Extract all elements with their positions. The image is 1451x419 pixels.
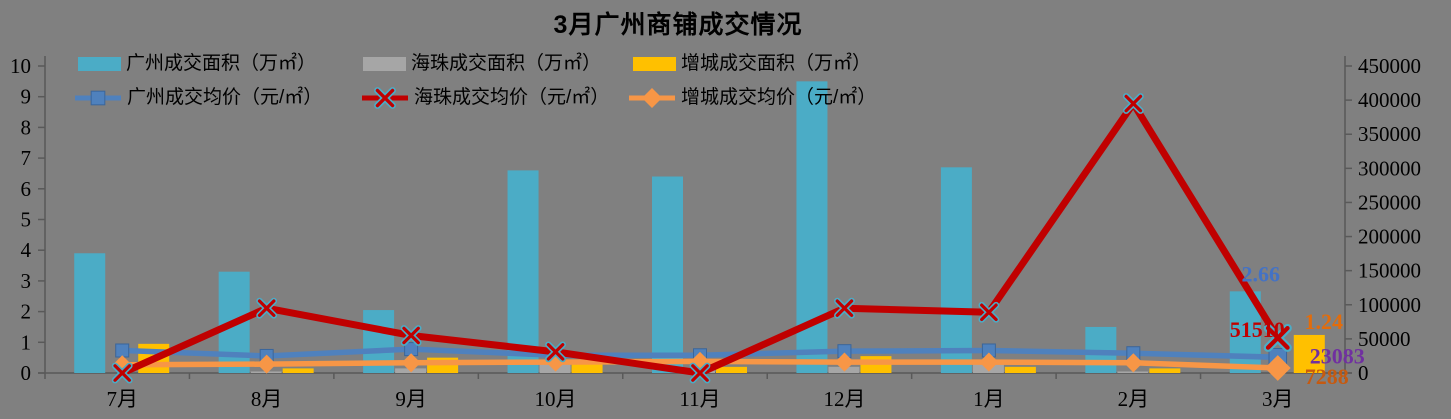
svg-text:11月: 11月 <box>679 387 720 411</box>
legend-bar-swatch-icon <box>633 57 676 71</box>
data-label-guangzhou-area: 2.66 <box>1242 261 1281 286</box>
data-label-zengcheng-price: 7288 <box>1305 364 1349 389</box>
svg-text:1: 1 <box>21 330 32 354</box>
svg-text:5: 5 <box>21 208 32 232</box>
svg-text:2月: 2月 <box>1118 387 1150 411</box>
legend-label: 海珠成交均价（元/㎡） <box>414 87 610 108</box>
svg-text:10月: 10月 <box>535 387 577 411</box>
legend-line-marker-icon <box>361 87 409 109</box>
legend-label: 海珠成交面积（万㎡） <box>411 53 602 74</box>
svg-text:50000: 50000 <box>1358 327 1411 351</box>
svg-text:350000: 350000 <box>1358 122 1421 146</box>
legend-line-marker-icon <box>74 87 122 109</box>
svg-text:450000: 450000 <box>1358 54 1421 78</box>
legend-label: 增城成交均价（元/㎡） <box>681 87 877 108</box>
legend-item-zengcheng-price: 增城成交均价（元/㎡） <box>628 86 876 110</box>
svg-text:3月: 3月 <box>1262 387 1294 411</box>
legend-bar-swatch-icon <box>363 57 406 71</box>
svg-text:7月: 7月 <box>106 387 138 411</box>
svg-text:9: 9 <box>21 85 32 109</box>
x-axis-labels: 7月 8月 9月 10月 11月 12月 1月 2月 3月 <box>106 387 1293 411</box>
svg-text:12月: 12月 <box>823 387 865 411</box>
svg-text:300000: 300000 <box>1358 156 1421 180</box>
legend-item-zengcheng-area: 增城成交面积（万㎡） <box>633 52 871 76</box>
line-haizhu-price <box>111 93 1292 384</box>
legend-item-haizhu-price: 海珠成交均价（元/㎡） <box>361 86 609 110</box>
data-label-zengcheng-area: 1.24 <box>1305 309 1344 334</box>
legend-label: 广州成交均价（元/㎡） <box>127 87 323 108</box>
data-label-guangzhou-price: 23083 <box>1310 343 1365 368</box>
svg-text:0: 0 <box>21 361 32 385</box>
legend-item-guangzhou-price: 广州成交均价（元/㎡） <box>74 86 322 110</box>
legend-label: 广州成交面积（万㎡） <box>126 53 317 74</box>
left-axis-labels: 0 1 2 3 4 5 6 7 8 9 10 <box>10 54 32 385</box>
legend-bar-swatch-icon <box>78 57 121 71</box>
legend-item-guangzhou-area: 广州成交面积（万㎡） <box>78 52 316 76</box>
svg-text:250000: 250000 <box>1358 190 1421 214</box>
svg-text:8: 8 <box>21 115 32 139</box>
right-axis-labels: 0 50000 100000 150000 200000 250000 300000 3500… <box>1358 54 1421 385</box>
legend-line-marker-icon <box>628 87 676 109</box>
legend-item-haizhu-area: 海珠成交面积（万㎡） <box>363 52 601 76</box>
svg-text:200000: 200000 <box>1358 225 1421 249</box>
svg-text:100000: 100000 <box>1358 293 1421 317</box>
svg-text:2: 2 <box>21 300 32 324</box>
svg-text:400000: 400000 <box>1358 88 1421 112</box>
bars-guangzhou-area <box>74 81 1261 373</box>
svg-text:150000: 150000 <box>1358 259 1421 283</box>
svg-text:10: 10 <box>10 54 31 78</box>
svg-text:8月: 8月 <box>251 387 283 411</box>
svg-text:7: 7 <box>21 146 32 170</box>
chart-title: 3月广州商铺成交情况 <box>553 11 803 39</box>
legend-label: 增城成交面积（万㎡） <box>681 53 872 74</box>
data-label-haizhu-price: 51510 <box>1230 317 1285 342</box>
svg-text:0: 0 <box>1358 361 1369 385</box>
svg-text:4: 4 <box>21 238 32 262</box>
svg-text:1月: 1月 <box>973 387 1005 411</box>
svg-text:6: 6 <box>21 177 32 201</box>
svg-text:9月: 9月 <box>395 387 427 411</box>
svg-text:3: 3 <box>21 269 32 293</box>
